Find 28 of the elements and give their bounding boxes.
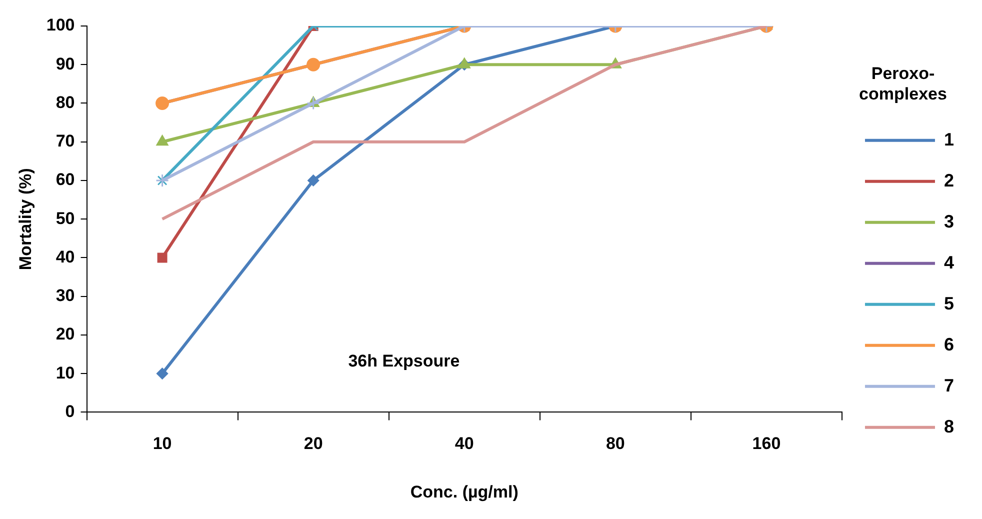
legend-label: 1 [944,129,954,150]
legend-label: 7 [944,375,954,396]
y-tick-label: 30 [56,286,75,306]
legend-label: 6 [944,334,954,354]
legend-label: 2 [944,170,954,190]
y-tick-label: 0 [65,402,75,421]
annotation: 36h Expsoure [348,352,460,371]
y-tick-label: 50 [56,208,75,228]
legend-title: Peroxo-complexes [859,64,947,104]
legend-label: 5 [944,293,954,314]
x-tick-label: 40 [454,434,474,454]
y-tick-label: 10 [56,363,75,382]
x-axis-title: Conc. (µg/ml) [410,482,518,502]
x-tick-label: 20 [304,434,323,454]
y-tick-label: 20 [56,324,75,344]
y-axis-title: Mortality (%) [16,168,35,270]
y-tick-label: 40 [56,247,75,266]
x-tick-label: 160 [752,434,781,454]
legend-label: 4 [944,252,954,272]
x-tick-label: 10 [152,434,172,454]
y-tick-label: 100 [46,16,75,35]
legend-label: 8 [944,416,954,436]
y-tick-label: 90 [56,54,75,74]
y-tick-label: 70 [56,132,75,151]
y-tick-label: 60 [56,170,75,190]
y-tick-label: 80 [56,92,75,112]
legend-label: 3 [944,211,954,232]
x-tick-label: 80 [606,434,625,454]
